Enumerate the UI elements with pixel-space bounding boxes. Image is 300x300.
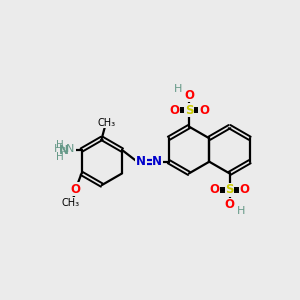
Text: N: N (58, 143, 68, 157)
Text: H: H (237, 206, 246, 217)
Text: O: O (169, 103, 179, 117)
Text: O: O (239, 183, 250, 196)
Text: S: S (185, 103, 193, 117)
Text: O: O (70, 182, 80, 196)
Text: N: N (136, 155, 146, 168)
Text: O: O (209, 183, 220, 196)
Text: CH₃: CH₃ (62, 197, 80, 208)
Text: S: S (225, 183, 234, 196)
Text: O: O (224, 198, 235, 212)
Text: O: O (184, 88, 194, 102)
Text: H₃N: H₃N (54, 143, 76, 154)
Text: CH₃: CH₃ (97, 118, 116, 128)
Text: H: H (56, 152, 64, 162)
Text: N: N (152, 155, 162, 168)
Text: H: H (56, 140, 64, 150)
Text: O: O (199, 103, 209, 117)
Text: H: H (173, 83, 182, 94)
